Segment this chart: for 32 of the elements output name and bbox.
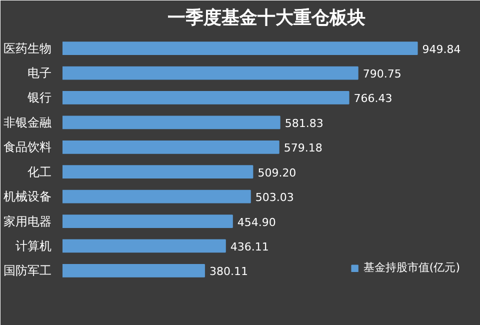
legend-label: 基金持股市值(亿元)	[363, 260, 460, 275]
bar	[62, 140, 280, 154]
bar	[62, 165, 254, 179]
y-tick-label: 计算机	[16, 238, 52, 253]
y-tick-label: 银行	[26, 90, 52, 105]
bar	[62, 214, 233, 228]
bar	[62, 116, 280, 130]
bar	[62, 91, 350, 104]
bar	[62, 190, 251, 204]
data-label: 436.11	[230, 240, 269, 254]
data-label: 380.11	[209, 265, 248, 278]
bar	[62, 42, 418, 55]
data-label: 454.90	[237, 216, 276, 229]
y-tick-label: 食品饮料	[4, 140, 52, 154]
bar	[62, 66, 358, 80]
y-tick-label: 家用电器	[4, 214, 52, 228]
data-label: 790.75	[362, 68, 402, 81]
bar	[62, 264, 205, 278]
y-tick-label: 机械设备	[4, 190, 52, 204]
chart-title: 一季度基金十大重仓板块	[168, 8, 366, 28]
y-tick-label: 医药生物	[4, 41, 52, 56]
data-label: 581.83	[284, 116, 324, 130]
y-tick-label: 国防军工	[4, 264, 52, 278]
data-label: 766.43	[354, 92, 392, 106]
data-label: 503.03	[255, 191, 294, 204]
y-tick-label: 非银金融	[4, 115, 52, 130]
data-label: 579.18	[284, 142, 322, 155]
y-tick-label: 电子	[28, 66, 52, 80]
bar	[62, 239, 226, 253]
data-label: 509.20	[258, 166, 296, 180]
y-tick-label: 化工	[28, 164, 52, 179]
data-label: 949.84	[422, 42, 461, 56]
